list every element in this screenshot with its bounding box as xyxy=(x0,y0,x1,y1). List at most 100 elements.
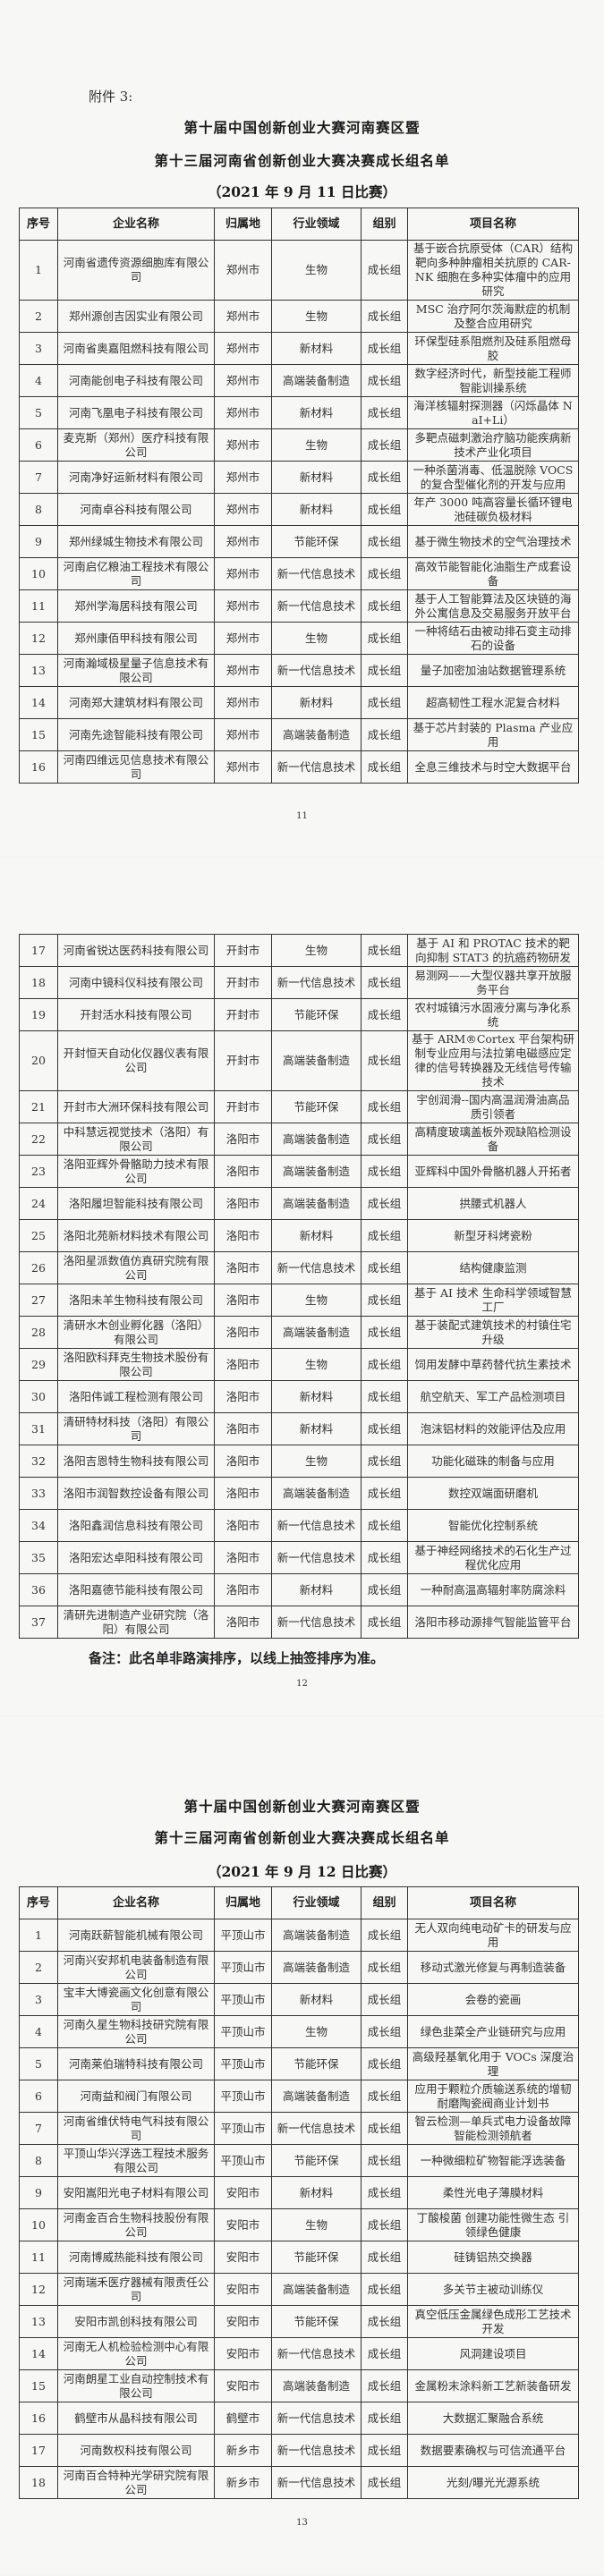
company-cell: 河南益和阀门有限公司 xyxy=(57,2080,215,2113)
group-cell: 成长组 xyxy=(361,1951,408,1984)
header-company: 企业名称 xyxy=(57,208,215,241)
company-cell: 河南郑大建筑材料有限公司 xyxy=(57,686,215,719)
table-row: 11 河南博威热能科技有限公司 安阳市 节能环保 成长组 硅铸铝热交换器 xyxy=(19,2241,579,2274)
seq-cell: 8 xyxy=(19,493,58,526)
group-cell: 成长组 xyxy=(361,1606,408,1639)
industry-cell: 高端装备制造 xyxy=(271,1030,362,1091)
industry-cell: 新材料 xyxy=(271,1983,362,2016)
group-cell: 成长组 xyxy=(361,622,408,655)
project-cell: 拱腰式机器人 xyxy=(407,1187,579,1220)
seq-cell: 2 xyxy=(19,1951,58,1984)
industry-cell: 新一代信息技术 xyxy=(271,2402,362,2435)
page-12: 17 河南省锐达医药科技有限公司 开封市 生物 成长组 基于 AI 和 PROTAC 技术… xyxy=(0,859,604,1715)
seq-cell: 14 xyxy=(19,686,58,719)
location-cell: 洛阳市 xyxy=(214,1219,272,1252)
seq-cell: 33 xyxy=(19,1477,58,1510)
location-cell: 平顶山市 xyxy=(214,2144,272,2177)
group-cell: 成长组 xyxy=(361,1983,408,2016)
company-cell: 河南省奥嘉阻燃科技有限公司 xyxy=(57,332,215,365)
industry-cell: 高端装备制造 xyxy=(271,1477,362,1510)
company-cell: 河南博威热能科技有限公司 xyxy=(57,2241,215,2274)
group-cell: 成长组 xyxy=(361,589,408,623)
table-row: 31 清研特材科技（洛阳）有限公司 洛阳市 新材料 成长组 泡沫铝材料的效能评估及应用 xyxy=(19,1412,579,1445)
table-row: 27 洛阳未羊生物科技有限公司 洛阳市 生物 成长组 基于 AI 技术 生命科学领域智慧工… xyxy=(19,1284,579,1317)
table-row: 4 河南能创电子科技有限公司 郑州市 高端装备制造 成长组 数字经济时代，新型技能工程师智… xyxy=(19,364,579,397)
group-cell: 成长组 xyxy=(361,1412,408,1445)
group-cell: 成长组 xyxy=(361,2273,408,2306)
seq-cell: 13 xyxy=(19,2305,58,2338)
project-cell: 硅铸铝热交换器 xyxy=(407,2241,579,2274)
seq-cell: 10 xyxy=(19,2208,58,2241)
location-cell: 郑州市 xyxy=(214,589,272,623)
location-cell: 开封市 xyxy=(214,934,272,967)
company-cell: 洛阳欧科拜克生物技术股份有限公司 xyxy=(57,1348,215,1381)
seq-cell: 7 xyxy=(19,2112,58,2145)
group-cell: 成长组 xyxy=(361,396,408,429)
location-cell: 平顶山市 xyxy=(214,2112,272,2145)
industry-cell: 新一代信息技术 xyxy=(271,1509,362,1542)
company-cell: 宝丰大博瓷画文化创意有限公司 xyxy=(57,1983,215,2016)
company-cell: 洛阳嘉德节能科技有限公司 xyxy=(57,1573,215,1606)
location-cell: 郑州市 xyxy=(214,654,272,687)
project-cell: 量子加密加油站数据管理系统 xyxy=(407,654,579,687)
location-cell: 洛阳市 xyxy=(214,1284,272,1317)
seq-cell: 31 xyxy=(19,1412,58,1445)
seq-cell: 5 xyxy=(19,396,58,429)
page-number: 13 xyxy=(296,2518,308,2528)
industry-cell: 新材料 xyxy=(271,1380,362,1413)
table-row: 8 平顶山华兴浮选工程技术服务有限公司 平顶山市 节能环保 成长组 一种微细粒矿物智能浮选… xyxy=(19,2144,579,2177)
group-cell: 成长组 xyxy=(361,2241,408,2274)
company-cell: 洛阳伟诚工程检测有限公司 xyxy=(57,1380,215,1413)
table-row: 9 郑州绿城生物技术有限公司 郑州市 节能环保 成长组 基于微生物技术的空气治理技术 xyxy=(19,525,579,558)
table-row: 10 河南金百合生物科技股份有限公司 安阳市 生物 成长组 丁酸梭菌 创建功能性微生态 引… xyxy=(19,2208,579,2241)
seq-cell: 18 xyxy=(19,2466,58,2499)
project-cell: 泡沫铝材料的效能评估及应用 xyxy=(407,1412,579,1445)
seq-cell: 15 xyxy=(19,718,58,751)
project-cell: 光刻/曝光光源系统 xyxy=(407,2466,579,2499)
industry-cell: 新一代信息技术 xyxy=(271,2337,362,2370)
company-cell: 平顶山华兴浮选工程技术服务有限公司 xyxy=(57,2144,215,2177)
project-cell: 一种将结石由被动排石变主动排石的设备 xyxy=(407,622,579,655)
company-cell: 鹤壁市从晶科技有限公司 xyxy=(57,2402,215,2435)
seq-cell: 21 xyxy=(19,1090,58,1123)
table-row: 10 河南启亿粮油工程技术有限公司 郑州市 新一代信息技术 成长组 高效节能智能化油脂生产… xyxy=(19,557,579,590)
industry-cell: 高端装备制造 xyxy=(271,1187,362,1220)
project-cell: 数据要素确权与可信流通平台 xyxy=(407,2434,579,2467)
group-cell: 成长组 xyxy=(361,300,408,333)
group-cell: 成长组 xyxy=(361,364,408,397)
company-cell: 河南四维远见信息技术有限公司 xyxy=(57,750,215,784)
group-cell: 成长组 xyxy=(361,1155,408,1188)
group-cell: 成长组 xyxy=(361,525,408,558)
location-cell: 开封市 xyxy=(214,1090,272,1123)
group-cell: 成长组 xyxy=(361,934,408,967)
location-cell: 洛阳市 xyxy=(214,1155,272,1188)
company-cell: 郑州源创吉因实业有限公司 xyxy=(57,300,215,333)
company-cell: 清研水木创业孵化器（洛阳）有限公司 xyxy=(57,1316,215,1349)
contest-table-2: 17 河南省锐达医药科技有限公司 开封市 生物 成长组 基于 AI 和 PROTAC 技术… xyxy=(19,934,579,1639)
location-cell: 郑州市 xyxy=(214,718,272,751)
seq-cell: 16 xyxy=(19,750,58,784)
project-cell: 移动式激光修复与再制造装备 xyxy=(407,1951,579,1984)
project-cell: 洛阳市移动源排气智能监管平台 xyxy=(407,1606,579,1639)
subtitle-date: （2021 年 9 月 11 日比赛） xyxy=(208,183,396,200)
project-cell: 高精度玻璃盖板外观缺陷检测设备 xyxy=(407,1123,579,1156)
seq-cell: 6 xyxy=(19,2080,58,2113)
seq-cell: 7 xyxy=(19,461,58,494)
project-cell: 易测网——大型仪器共享开放服务平台 xyxy=(407,966,579,999)
location-cell: 郑州市 xyxy=(214,332,272,365)
industry-cell: 新一代信息技术 xyxy=(271,589,362,623)
project-cell: 数控双端面研磨机 xyxy=(407,1477,579,1510)
group-cell: 成长组 xyxy=(361,332,408,365)
industry-cell: 节能环保 xyxy=(271,998,362,1031)
industry-cell: 新一代信息技术 xyxy=(271,557,362,590)
group-cell: 成长组 xyxy=(361,1090,408,1123)
project-cell: 基于人工智能算法及区块链的海外公寓信息及交易服务开放平台 xyxy=(407,589,579,623)
table-row: 11 郑州学海居科技有限公司 郑州市 新一代信息技术 成长组 基于人工智能算法及区块链的海… xyxy=(19,589,579,623)
industry-cell: 生物 xyxy=(271,2015,362,2048)
page-11: 附件 3: 第十届中国创新创业大赛河南赛区暨 第十三届河南省创新创业大赛决赛成长… xyxy=(0,0,604,856)
seq-cell: 37 xyxy=(19,1606,58,1639)
seq-cell: 6 xyxy=(19,428,58,462)
company-cell: 安阳嵩阳光电子材料有限公司 xyxy=(57,2176,215,2209)
location-cell: 新乡市 xyxy=(214,2466,272,2499)
seq-cell: 4 xyxy=(19,364,58,397)
